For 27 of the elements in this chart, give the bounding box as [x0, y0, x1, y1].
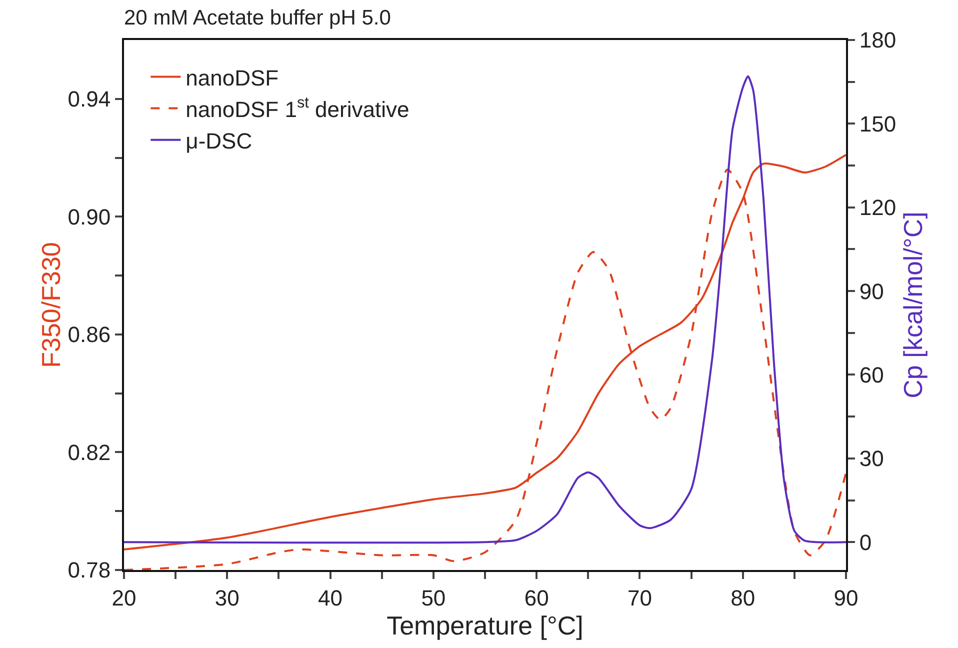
- x-tick-label: 90: [834, 585, 858, 610]
- legend-label: nanoDSF: [186, 65, 279, 90]
- y2-tick-label: 0: [859, 530, 872, 555]
- y2-tick-label: 90: [859, 278, 884, 304]
- x-tick-label: 60: [524, 585, 549, 610]
- y2-axis-title: Cp [kcal/mol/°C]: [898, 212, 928, 398]
- y-tick-label: 0.90: [68, 204, 111, 230]
- x-tick-label: 70: [627, 585, 652, 610]
- x-tick-label: 50: [421, 585, 446, 610]
- y-axis-title: F350/F330: [36, 242, 66, 368]
- y2-tick-label: 180: [859, 28, 896, 53]
- y2-tick-label: 120: [859, 195, 896, 220]
- x-tick-label: 80: [730, 585, 756, 610]
- y2-tick-label: 150: [859, 111, 896, 136]
- x-tick-label: 30: [214, 585, 240, 610]
- chart-title: 20 mM Acetate buffer pH 5.0: [124, 6, 391, 30]
- y-tick-label: 0.78: [68, 558, 111, 583]
- y2-tick-label: 30: [859, 446, 884, 472]
- x-axis-title: Temperature [°C]: [386, 610, 584, 640]
- y2-tick-label: 60: [859, 362, 884, 388]
- y-tick-label: 0.82: [68, 440, 111, 465]
- legend-label: nanoDSF 1$^{st}$ derivative: [186, 94, 410, 122]
- y-tick-label: 0.86: [68, 322, 111, 348]
- x-tick-label: 40: [318, 585, 343, 610]
- legend-label: μ-DSC: [186, 128, 252, 154]
- y-tick-label: 0.94: [68, 86, 111, 112]
- x-tick-label: 20: [112, 585, 136, 610]
